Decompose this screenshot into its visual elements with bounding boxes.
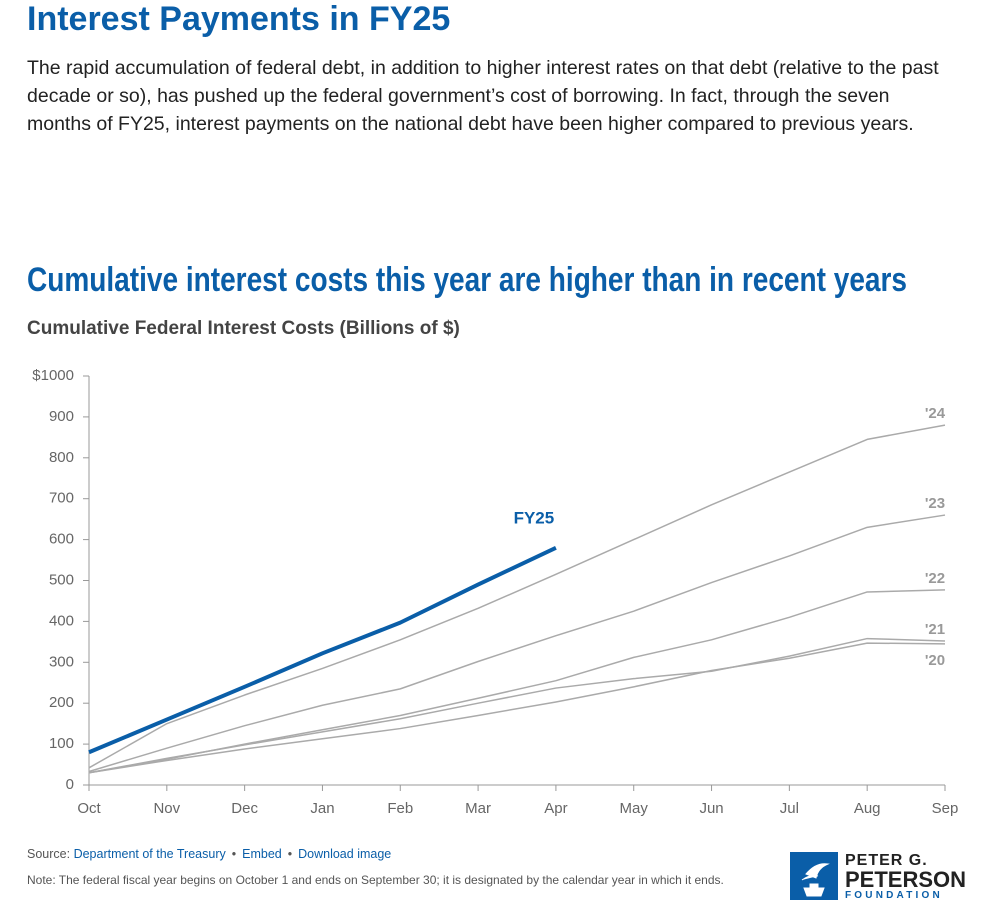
- y-tick-label: 100: [49, 735, 74, 752]
- x-tick-label: Nov: [153, 800, 180, 817]
- series-line: [88, 589, 946, 774]
- series-line: [88, 642, 946, 774]
- x-tick-label: Aug: [854, 800, 881, 817]
- y-tick-label: 200: [49, 694, 74, 711]
- x-tick-label: Oct: [77, 800, 101, 817]
- x-tick-label: Dec: [231, 800, 258, 817]
- logo-icon: [801, 863, 830, 897]
- y-tick-label: 0: [66, 776, 74, 793]
- source-link[interactable]: Department of the Treasury: [73, 847, 226, 861]
- series-label: '23: [925, 495, 945, 512]
- y-tick-label: $1000: [32, 367, 74, 384]
- logo-mark: [790, 852, 838, 900]
- embed-link[interactable]: Embed: [242, 847, 282, 861]
- logo-line: PETERSON: [845, 867, 967, 892]
- separator: •: [287, 847, 293, 861]
- series-label: '21: [925, 621, 945, 638]
- torch: [801, 863, 830, 897]
- x-tick-label: Jul: [780, 800, 799, 817]
- series-label: '20: [925, 652, 945, 669]
- download-link[interactable]: Download image: [298, 847, 392, 861]
- y-tick-label: 400: [49, 612, 74, 629]
- x-tick-label: Feb: [387, 800, 413, 817]
- x-tick-label: Mar: [465, 800, 491, 817]
- lead-paragraph: The rapid accumulation of federal debt, …: [27, 57, 939, 135]
- x-tick-label: Sep: [932, 800, 959, 817]
- x-tick-label: Jan: [310, 800, 334, 817]
- series-line: [88, 514, 946, 773]
- source-line: Source: Department of the Treasury • Embed…: [27, 847, 391, 861]
- series-line: [88, 545, 557, 755]
- x-tick-label: May: [620, 800, 649, 817]
- page-title: Interest Payments in FY25: [27, 0, 451, 38]
- y-tick-label: 300: [49, 653, 74, 670]
- chart-title: Cumulative interest costs this year are …: [27, 261, 907, 299]
- x-tick-label: Jun: [699, 800, 723, 817]
- chart: Cumulative interest costs this year are …: [27, 261, 959, 817]
- y-tick-label: 500: [49, 571, 74, 588]
- logo-line: PETER G.: [845, 852, 928, 869]
- y-tick-label: 800: [49, 449, 74, 466]
- y-tick-label: 600: [49, 531, 74, 548]
- series-label: FY25: [514, 508, 555, 527]
- logo[interactable]: PETER G. PETERSON FOUNDATION: [790, 852, 966, 902]
- y-tick-label: 700: [49, 490, 74, 507]
- source-label: Source:: [27, 847, 71, 861]
- series-line: [88, 424, 946, 769]
- series-label: '24: [925, 405, 946, 422]
- logo-line: FOUNDATION: [845, 890, 943, 901]
- y-tick-label: 900: [49, 408, 74, 425]
- chart-subtitle: Cumulative Federal Interest Costs (Billi…: [27, 318, 460, 339]
- x-tick-label: Apr: [544, 800, 567, 817]
- series-label: '22: [925, 570, 945, 587]
- separator: •: [231, 847, 237, 861]
- note: Note: The federal fiscal year begins on …: [27, 873, 724, 887]
